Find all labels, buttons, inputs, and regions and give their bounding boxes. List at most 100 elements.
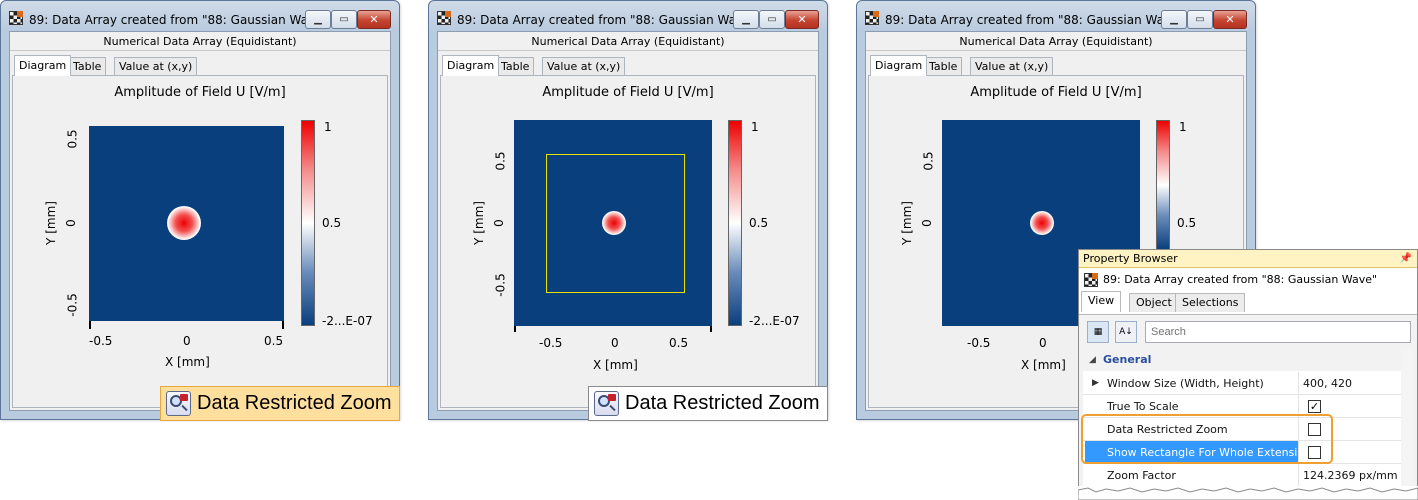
pin-icon[interactable]: 📌 [1399, 253, 1412, 264]
maximize-button[interactable]: ▭ [1187, 10, 1213, 29]
section-label: General [1103, 353, 1152, 366]
minimize-button[interactable]: ▁ [1161, 10, 1187, 29]
maximize-button[interactable]: ▭ [331, 10, 357, 29]
title-bar[interactable]: 89: Data Array created from "88: Gaussia… [1, 1, 399, 31]
app-icon [1084, 273, 1098, 287]
plot-title: Amplitude of Field U [V/m] [970, 85, 1142, 100]
y-tick-label: 0.5 [921, 151, 936, 171]
field-plot[interactable] [514, 120, 712, 326]
window-1: 89: Data Array created from "88: Gaussia… [0, 0, 400, 420]
tab-table[interactable]: Table [68, 57, 107, 75]
property-name: Data Restricted Zoom [1107, 423, 1228, 436]
property-value[interactable]: 124.2369 px/mm [1303, 469, 1398, 482]
plot-title: Amplitude of Field U [V/m] [542, 85, 714, 100]
field-plot[interactable] [89, 126, 284, 321]
colorbar-mid-label: 0.5 [322, 216, 342, 230]
y-tick-label: -0.5 [493, 273, 508, 297]
y-axis-label: Y [mm] [43, 201, 58, 245]
tab-table[interactable]: Table [496, 57, 535, 75]
row-data-restricted-zoom[interactable]: Data Restricted Zoom [1083, 418, 1413, 441]
y-tick-label: 0 [491, 219, 506, 227]
true-to-scale-checkbox[interactable]: ✓ [1308, 400, 1321, 413]
property-value[interactable]: 400, 420 [1303, 377, 1352, 390]
app-icon [865, 11, 879, 25]
colorbar-max-label: 1 [751, 120, 759, 134]
property-name: Window Size (Width, Height) [1107, 377, 1264, 390]
close-button[interactable]: ✕ [1213, 10, 1247, 29]
highlight-frame [1081, 414, 1333, 464]
data-restricted-zoom-checkbox[interactable] [1308, 423, 1321, 436]
property-tabs: View Object Selections [1079, 291, 1417, 312]
property-body: ▦ A↓ ◢ General ▶ Window Size (Width, Hei… [1079, 314, 1417, 497]
property-browser-header: Property Browser 📌 [1079, 250, 1417, 268]
object-header: 89: Data Array created from "88: Gaussia… [1079, 268, 1417, 292]
title-bar[interactable]: 89: Data Array created from "88: Gaussia… [429, 1, 827, 31]
data-restricted-zoom-badge-active[interactable]: Data Restricted Zoom [160, 386, 400, 421]
x-tick-label: 0 [183, 334, 191, 348]
tab-value-at-xy[interactable]: Value at (x,y) [542, 57, 626, 75]
title-bar[interactable]: 89: Data Array created from "88: Gaussia… [857, 1, 1255, 31]
zoom-lock-icon [594, 391, 619, 416]
x-tick-mark [282, 321, 284, 329]
row-true-to-scale[interactable]: True To Scale ✓ [1083, 395, 1413, 418]
tab-table[interactable]: Table [924, 57, 963, 75]
close-icon: ✕ [797, 13, 807, 26]
zoom-lock-icon [166, 391, 191, 416]
subheader: Numerical Data Array (Equidistant) [10, 32, 390, 51]
tab-value-at-xy[interactable]: Value at (x,y) [114, 57, 198, 75]
y-tick-label: 0.5 [65, 129, 80, 149]
object-title: 89: Data Array created from "88: Gaussia… [1103, 273, 1378, 286]
checkmark-icon: ✓ [1309, 400, 1320, 413]
tab-diagram[interactable]: Diagram [14, 55, 72, 76]
minimize-icon: ▁ [1170, 13, 1178, 25]
maximize-button[interactable]: ▭ [759, 10, 785, 29]
show-rectangle-checkbox[interactable] [1308, 446, 1321, 459]
property-name: Zoom Factor [1107, 469, 1176, 482]
gaussian-peak [1030, 211, 1054, 235]
tab-value-at-xy[interactable]: Value at (x,y) [970, 57, 1054, 75]
badge-label: Data Restricted Zoom [197, 392, 392, 414]
badge-label: Data Restricted Zoom [625, 392, 820, 414]
app-icon [437, 11, 451, 25]
close-icon: ✕ [369, 13, 379, 26]
minimize-icon: ▁ [314, 13, 322, 25]
data-restricted-zoom-badge[interactable]: Data Restricted Zoom [588, 386, 828, 421]
window-2: 89: Data Array created from "88: Gaussia… [428, 0, 828, 420]
close-button[interactable]: ✕ [357, 10, 391, 29]
tab-diagram[interactable]: Diagram [870, 55, 928, 76]
row-window-size[interactable]: ▶ Window Size (Width, Height) 400, 420 [1083, 372, 1413, 395]
x-axis-label: X [mm] [593, 358, 638, 372]
colorbar-max-label: 1 [1179, 120, 1187, 134]
x-tick-mark [514, 326, 516, 332]
app-icon [9, 11, 23, 25]
window-title: 89: Data Array created from "88: Gaussia… [885, 13, 1182, 27]
collapse-icon: ◢ [1089, 355, 1096, 365]
categorized-icon[interactable]: ▦ [1087, 321, 1109, 343]
subheader: Numerical Data Array (Equidistant) [866, 32, 1246, 51]
client-area: Numerical Data Array (Equidistant) Diagr… [9, 31, 391, 411]
property-browser-title: Property Browser [1083, 252, 1178, 265]
section-general[interactable]: ◢ General [1083, 349, 1413, 371]
x-tick-label: 0 [611, 336, 619, 350]
minimize-button[interactable]: ▁ [305, 10, 331, 29]
x-tick-mark [710, 326, 712, 332]
y-tick-label: 0 [919, 219, 934, 227]
property-name: Show Rectangle For Whole Extension [1085, 441, 1311, 464]
close-button[interactable]: ✕ [785, 10, 819, 29]
x-tick-label: 0.5 [264, 334, 284, 348]
search-input[interactable] [1145, 321, 1411, 343]
sort-az-icon[interactable]: A↓ [1115, 321, 1137, 343]
expand-icon[interactable]: ▶ [1092, 378, 1099, 388]
minimize-button[interactable]: ▁ [733, 10, 759, 29]
tab-selections[interactable]: Selections [1175, 293, 1246, 312]
tab-object[interactable]: Object [1129, 293, 1179, 312]
y-tick-label: 0 [63, 219, 78, 227]
window-title: 89: Data Array created from "88: Gaussia… [457, 13, 754, 27]
tab-view[interactable]: View [1081, 291, 1122, 312]
torn-edge [1078, 486, 1418, 500]
y-axis-label: Y [mm] [471, 201, 486, 245]
row-zoom-factor[interactable]: Zoom Factor 124.2369 px/mm [1083, 464, 1413, 487]
x-axis-label: X [mm] [165, 355, 210, 369]
scrollbar[interactable] [1401, 349, 1413, 497]
tab-diagram[interactable]: Diagram [442, 55, 500, 76]
